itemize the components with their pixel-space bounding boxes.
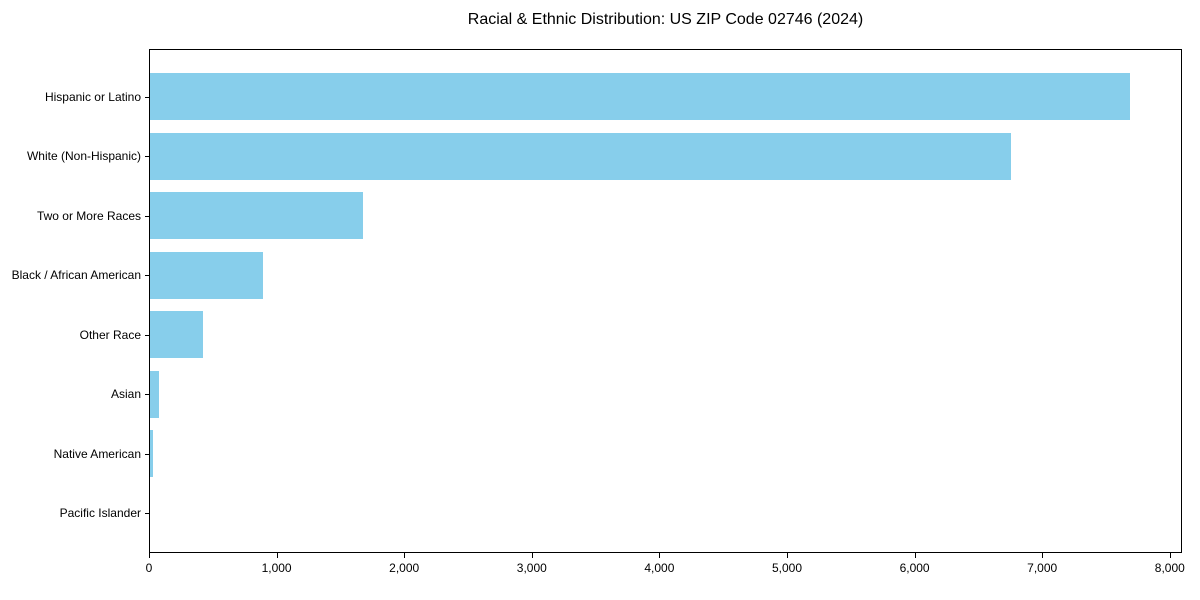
y-tick-label: Native American: [53, 446, 141, 461]
y-tick-label: Two or More Races: [36, 208, 141, 223]
bar: [150, 370, 159, 418]
bar-row: [150, 424, 1181, 484]
chart-title: Racial & Ethnic Distribution: US ZIP Cod…: [467, 11, 864, 28]
x-axis: 0 1,000 2,000 3,000 4,000 5,000 6,000 7,000 8,00…: [145, 553, 1185, 583]
x-tick-mark: [914, 553, 916, 558]
x-tick-label: 6,000: [899, 561, 930, 575]
y-tick-label: Other Race: [79, 327, 141, 342]
y-tick-mark: [145, 275, 149, 277]
bars-container: [150, 50, 1181, 552]
bar: [150, 73, 1130, 121]
y-tick-label: Black / African American: [11, 268, 141, 283]
x-tick-mark: [531, 553, 533, 558]
x-tick-mark: [1169, 553, 1171, 558]
bar: [150, 311, 203, 359]
bar-row: [150, 484, 1181, 544]
x-tick-label: 4,000: [644, 561, 675, 575]
x-tick-label: 2,000: [389, 561, 420, 575]
x-tick-label: 3,000: [516, 561, 547, 575]
bar: [150, 251, 263, 299]
x-tick-label: 7,000: [1027, 561, 1058, 575]
x-tick-label: 5,000: [771, 561, 802, 575]
y-tick-label: Pacific Islander: [59, 506, 141, 521]
bar: [150, 192, 364, 240]
bar-row: [150, 127, 1181, 187]
bar-row: [150, 186, 1181, 246]
x-tick-label: 8,000: [1154, 561, 1185, 575]
y-tick-label: White (Non-Hispanic): [26, 149, 141, 164]
x-tick-mark: [276, 553, 278, 558]
bar-row: [150, 365, 1181, 425]
y-tick-mark: [145, 96, 149, 98]
y-tick-mark: [145, 513, 149, 515]
y-tick-mark: [145, 334, 149, 336]
bar-row: [150, 246, 1181, 306]
bar-row: [150, 305, 1181, 365]
bar: [150, 430, 153, 478]
y-tick-mark: [145, 215, 149, 217]
bar-row: [150, 67, 1181, 127]
y-tick-mark: [145, 394, 149, 396]
y-tick-label: Hispanic or Latino: [44, 89, 141, 104]
y-tick-mark: [145, 453, 149, 455]
bar: [150, 132, 1012, 180]
y-tick-mark: [145, 156, 149, 158]
y-tick-label: Asian: [110, 387, 141, 402]
x-tick-label: 0: [145, 561, 153, 575]
x-tick-label: 1,000: [261, 561, 292, 575]
x-tick-mark: [786, 553, 788, 558]
x-tick-mark: [149, 553, 150, 558]
x-tick-mark: [659, 553, 661, 558]
x-tick-mark: [404, 553, 406, 558]
plot-area: [149, 49, 1182, 553]
x-tick-mark: [1042, 553, 1044, 558]
